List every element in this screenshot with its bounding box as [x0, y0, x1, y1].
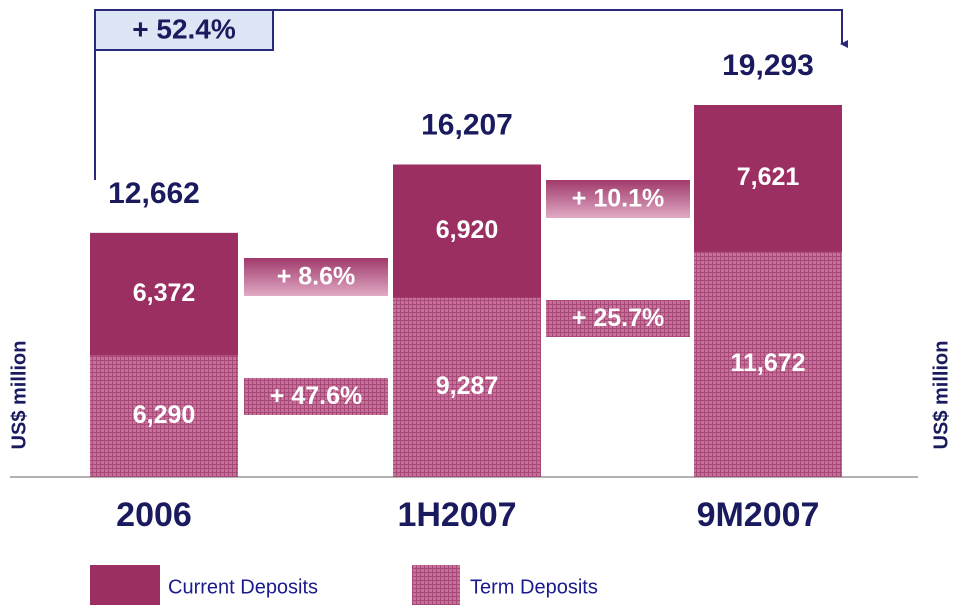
- x-tick-label: 2006: [116, 496, 192, 534]
- x-tick-label: 9M2007: [697, 496, 820, 534]
- growth-box: [244, 378, 388, 415]
- segment-label: 9,287: [436, 372, 499, 400]
- bar-segment: [90, 232, 238, 356]
- bar-segment: [90, 355, 238, 477]
- segment-label: 6,372: [133, 279, 196, 307]
- y-axis-label: US$ million: [8, 341, 30, 450]
- legend-swatch: [412, 565, 460, 605]
- growth-label: + 8.6%: [277, 263, 356, 291]
- legend-label: Term Deposits: [470, 576, 598, 598]
- segment-label: 6,920: [436, 216, 499, 244]
- y2-axis-label: US$ million: [930, 341, 952, 450]
- legend-label: Current Deposits: [168, 576, 318, 598]
- total-growth-box: [94, 9, 274, 51]
- legend-swatch: [90, 565, 160, 605]
- growth-label: + 10.1%: [572, 185, 664, 213]
- segment-label: 11,672: [730, 349, 805, 377]
- growth-label: + 25.7%: [572, 304, 664, 332]
- total-label: 12,662: [108, 177, 200, 210]
- x-tick-label: 1H2007: [397, 496, 516, 534]
- growth-box: [546, 180, 690, 218]
- total-label: 16,207: [421, 108, 513, 141]
- segment-label: 6,290: [133, 401, 196, 429]
- bracket: [94, 9, 848, 180]
- growth-box: [546, 300, 690, 337]
- total-label: 19,293: [722, 49, 814, 82]
- bar-segment: [393, 164, 541, 298]
- total-growth-label: + 52.4%: [132, 13, 236, 44]
- bar-segment: [393, 297, 541, 477]
- bar-segment: [694, 105, 842, 252]
- bar-segment: [694, 251, 842, 477]
- segment-label: 7,621: [737, 163, 800, 191]
- growth-box: [244, 258, 388, 296]
- growth-label: + 47.6%: [270, 382, 362, 410]
